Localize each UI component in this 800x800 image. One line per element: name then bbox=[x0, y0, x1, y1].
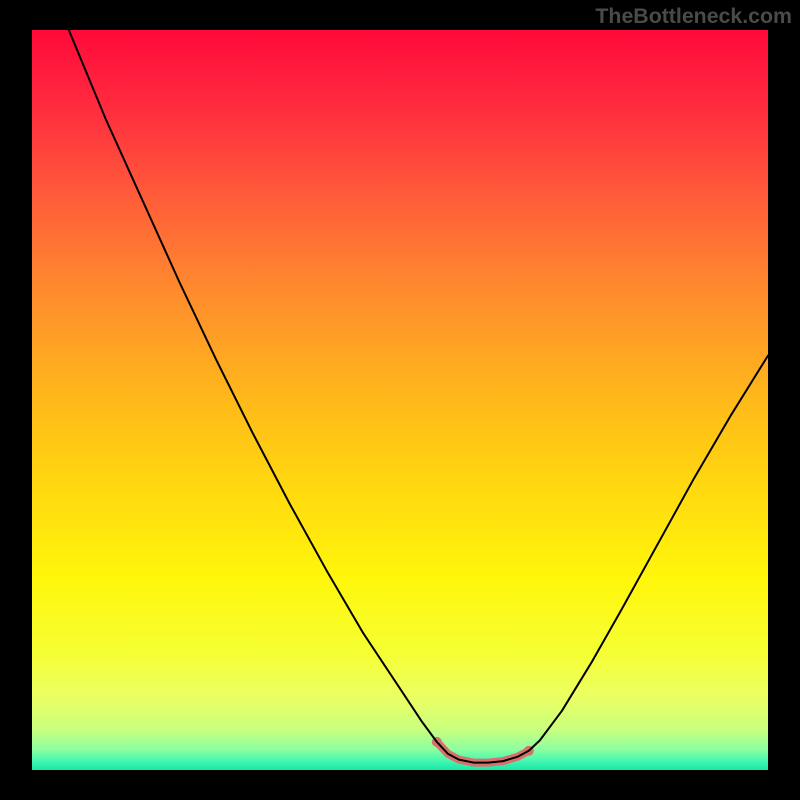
optimal-range-marker bbox=[437, 742, 529, 763]
plot-area bbox=[32, 30, 768, 770]
bottleneck-curve bbox=[69, 30, 768, 763]
curve-layer bbox=[32, 30, 768, 770]
watermark-text: TheBottleneck.com bbox=[595, 4, 792, 29]
chart-frame: TheBottleneck.com bbox=[0, 0, 800, 800]
